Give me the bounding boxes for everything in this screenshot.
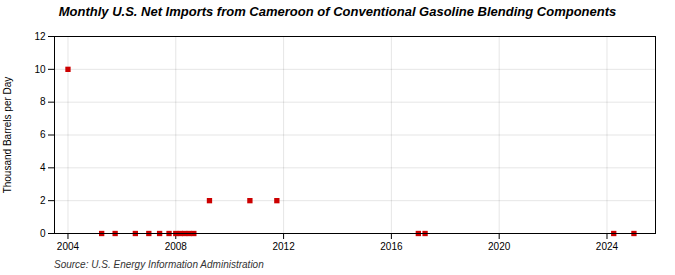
svg-text:0: 0: [40, 228, 46, 239]
svg-text:10: 10: [34, 64, 46, 75]
svg-text:2012: 2012: [272, 241, 295, 252]
svg-text:2020: 2020: [488, 241, 511, 252]
svg-text:4: 4: [40, 162, 46, 173]
svg-text:2016: 2016: [380, 241, 403, 252]
svg-text:2008: 2008: [165, 241, 188, 252]
svg-text:6: 6: [40, 129, 46, 140]
html-text:Source: U.S. Energy Informatio: Source: U.S. Energy Information Administ…: [54, 259, 264, 270]
svg-text:2: 2: [40, 195, 46, 206]
html-text:Monthly U.S. Net Imports from: Monthly U.S. Net Imports from Cameroon o…: [58, 4, 617, 19]
svg-text:2024: 2024: [596, 241, 619, 252]
svg-text:8: 8: [40, 96, 46, 107]
svg-text:2004: 2004: [57, 241, 80, 252]
svg-text:12: 12: [34, 31, 46, 42]
svg-text:Thousand Barrels per Day: Thousand Barrels per Day: [2, 77, 13, 194]
